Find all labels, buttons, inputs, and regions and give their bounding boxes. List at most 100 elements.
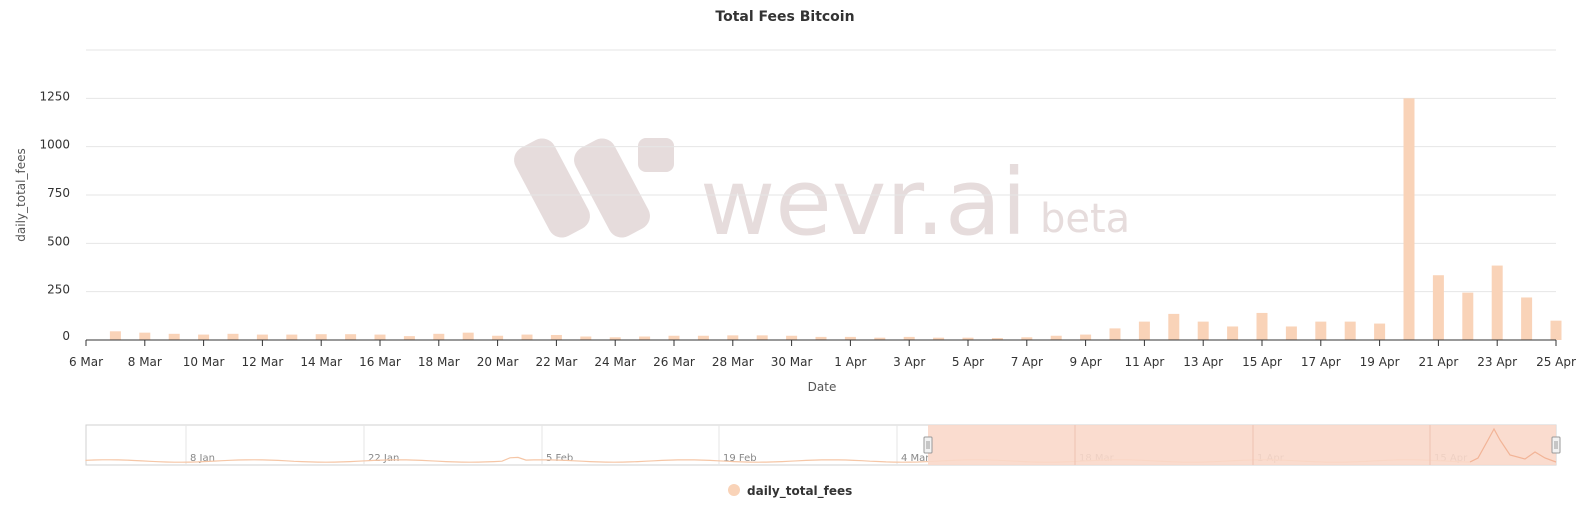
bar[interactable] [1197, 321, 1209, 340]
chart-title: Total Fees Bitcoin [715, 9, 854, 25]
x-tick-label: 3 Apr [893, 355, 925, 369]
y-tick-label: 250 [47, 283, 70, 297]
x-tick-label: 9 Apr [1069, 355, 1101, 369]
y-tick-label: 750 [47, 186, 70, 200]
bar[interactable] [109, 331, 121, 340]
watermark-text: wevr.ai [700, 149, 1027, 256]
navigator-label: 4 Mar [901, 453, 930, 464]
x-tick-label: 23 Apr [1477, 355, 1517, 369]
y-axis: 0 250 500 750 1000 1250 [39, 89, 70, 343]
bar[interactable] [933, 337, 945, 340]
x-tick-label: 26 Mar [653, 355, 695, 369]
bar[interactable] [1168, 313, 1180, 340]
bar[interactable] [1403, 98, 1415, 340]
watermark-logo: wevr.ai beta [514, 138, 1130, 256]
bar[interactable] [1109, 328, 1121, 340]
y-axis-title: daily_total_fees [14, 148, 28, 241]
navigator-selected-range[interactable] [928, 425, 1556, 465]
bar[interactable] [727, 335, 739, 340]
x-tick-label: 25 Apr [1536, 355, 1576, 369]
x-tick-label: 7 Apr [1011, 355, 1043, 369]
x-tick-label: 1 Apr [834, 355, 866, 369]
bar[interactable] [1344, 321, 1356, 340]
x-tick-label: 24 Mar [594, 355, 636, 369]
bar[interactable] [844, 336, 856, 340]
watermark-suffix: beta [1040, 196, 1130, 242]
bar[interactable] [168, 333, 180, 340]
bar[interactable] [903, 336, 915, 340]
bar[interactable] [668, 335, 680, 340]
bar[interactable] [609, 337, 621, 340]
x-tick-label: 28 Mar [712, 355, 754, 369]
x-tick-label: 8 Mar [128, 355, 162, 369]
y-tick-label: 1250 [39, 89, 70, 103]
bar[interactable] [1227, 326, 1239, 340]
bar[interactable] [1050, 335, 1062, 340]
legend-label[interactable]: daily_total_fees [747, 484, 852, 499]
bar[interactable] [462, 332, 474, 340]
x-tick-label: 11 Apr [1124, 355, 1164, 369]
bar[interactable] [991, 338, 1003, 340]
bar[interactable] [1432, 275, 1444, 340]
bar[interactable] [286, 334, 298, 340]
bar[interactable] [962, 337, 974, 340]
x-tick-label: 19 Apr [1360, 355, 1400, 369]
bar[interactable] [580, 336, 592, 340]
y-tick-label: 0 [62, 329, 70, 343]
x-tick-label: 10 Mar [183, 355, 225, 369]
y-tick-label: 1000 [39, 138, 70, 152]
bar[interactable] [198, 334, 210, 340]
bar[interactable] [1491, 265, 1503, 340]
navigator-handle-grip[interactable] [1551, 436, 1561, 454]
navigator-handle[interactable] [1551, 436, 1561, 454]
bar[interactable] [433, 333, 445, 340]
x-tick-label: 6 Mar [69, 355, 103, 369]
bar[interactable] [1315, 321, 1327, 340]
y-tick-label: 500 [47, 234, 70, 248]
x-axis: 6 Mar 8 Mar 10 Mar 12 Mar 14 Mar 16 Mar 18 Mar… [69, 339, 1576, 369]
bar[interactable] [1374, 323, 1386, 340]
x-axis-title: Date [808, 380, 837, 394]
bar[interactable] [256, 334, 268, 340]
bar[interactable] [521, 334, 533, 340]
bar[interactable] [550, 334, 562, 340]
x-tick-label: 21 Apr [1418, 355, 1458, 369]
bar[interactable] [1521, 297, 1533, 340]
navigator-label: 19 Feb [723, 453, 757, 464]
x-tick-label: 13 Apr [1183, 355, 1223, 369]
bar[interactable] [697, 335, 709, 340]
bar[interactable] [403, 336, 415, 340]
grid-lines [86, 49, 1556, 293]
navigator-handle-grip[interactable] [923, 436, 933, 454]
bar[interactable] [1256, 312, 1268, 340]
bar[interactable] [139, 332, 151, 340]
bar[interactable] [1285, 326, 1297, 340]
bar-series [109, 98, 1562, 340]
legend-marker [728, 484, 740, 496]
bar[interactable] [1462, 292, 1474, 340]
bar[interactable] [492, 335, 504, 340]
bar[interactable] [374, 334, 386, 340]
bar[interactable] [786, 335, 798, 340]
bar[interactable] [227, 333, 239, 340]
bar[interactable] [315, 334, 327, 340]
navigator-handle[interactable] [923, 436, 933, 454]
x-tick-label: 16 Mar [359, 355, 401, 369]
navigator-series-highlight [1469, 427, 1557, 463]
bar[interactable] [1021, 337, 1033, 340]
bar[interactable] [639, 336, 651, 340]
bar[interactable] [756, 335, 768, 340]
x-tick-label: 14 Mar [300, 355, 342, 369]
x-tick-label: 5 Apr [952, 355, 984, 369]
bar[interactable] [815, 336, 827, 340]
bar[interactable] [345, 334, 357, 340]
navigator-label: 5 Feb [546, 453, 573, 464]
navigator-label: 8 Jan [190, 453, 215, 464]
bar[interactable] [1550, 320, 1562, 340]
bar[interactable] [1138, 321, 1150, 340]
bar[interactable] [874, 337, 886, 340]
legend[interactable]: daily_total_fees [728, 484, 852, 499]
bar[interactable] [1080, 334, 1092, 340]
